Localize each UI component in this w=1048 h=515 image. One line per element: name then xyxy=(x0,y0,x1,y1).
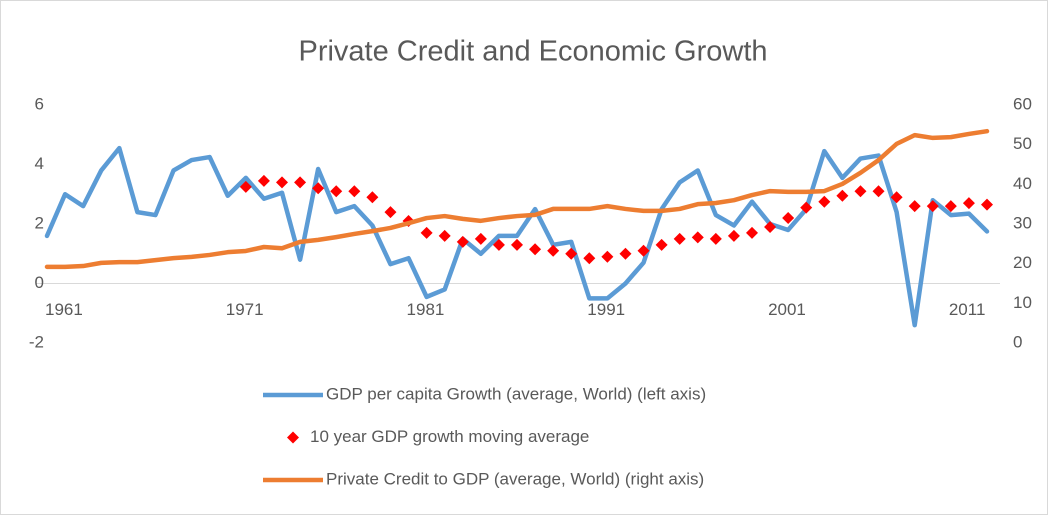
y2-tick-label: 30 xyxy=(1013,213,1032,232)
y2-tick-label: 10 xyxy=(1013,293,1032,312)
y2-tick-label: 50 xyxy=(1013,134,1032,153)
y2-tick-label: 20 xyxy=(1013,253,1032,272)
marker xyxy=(800,201,813,214)
marker xyxy=(565,247,578,260)
marker xyxy=(727,229,740,242)
marker xyxy=(619,247,632,260)
series-line xyxy=(44,128,990,270)
legend-label: Private Credit to GDP (average, World) (… xyxy=(326,469,704,488)
marker xyxy=(492,238,505,251)
x-tick-label: 2001 xyxy=(768,300,806,319)
y-tick-label: 2 xyxy=(35,213,44,232)
marker xyxy=(764,220,777,233)
marker xyxy=(673,232,686,245)
y2-tick-label: 40 xyxy=(1013,174,1032,193)
marker xyxy=(836,189,849,202)
marker xyxy=(944,200,957,213)
marker xyxy=(312,182,325,195)
chart-title: Private Credit and Economic Growth xyxy=(298,36,767,68)
marker xyxy=(276,176,288,189)
y-tick-label: -2 xyxy=(29,332,44,351)
marker xyxy=(330,185,343,198)
y2-tick-label: 60 xyxy=(1013,94,1032,113)
x-tick-label: 1991 xyxy=(587,300,625,319)
legend-label: GDP per capita Growth (average, World) (… xyxy=(326,384,706,403)
marker xyxy=(474,232,487,245)
marker xyxy=(872,185,885,198)
marker xyxy=(529,243,542,256)
marker xyxy=(709,232,722,245)
legend-marker xyxy=(287,431,299,444)
marker xyxy=(637,244,650,257)
marker xyxy=(456,235,469,248)
legend-label: 10 year GDP growth moving average xyxy=(310,427,589,446)
marker xyxy=(547,244,560,257)
marker xyxy=(655,238,668,251)
marker xyxy=(926,200,939,213)
marker xyxy=(384,206,397,219)
marker xyxy=(294,176,307,189)
marker xyxy=(420,226,433,239)
marker xyxy=(511,238,523,251)
marker xyxy=(890,191,903,204)
marker xyxy=(818,195,831,208)
marker xyxy=(348,185,361,198)
marker xyxy=(239,180,252,193)
marker xyxy=(746,226,758,239)
marker xyxy=(908,200,921,213)
x-tick-label: 1961 xyxy=(45,300,83,319)
y2-tick-label: 0 xyxy=(1013,332,1022,351)
y-tick-label: 0 xyxy=(35,273,44,292)
x-tick-label: 1971 xyxy=(226,300,264,319)
marker xyxy=(366,191,379,204)
x-tick-label: 2011 xyxy=(949,300,986,319)
series-line xyxy=(44,145,990,328)
marker xyxy=(257,174,270,187)
marker xyxy=(854,185,867,198)
y-tick-label: 4 xyxy=(35,154,44,173)
marker xyxy=(782,212,795,225)
marker xyxy=(583,252,596,265)
marker xyxy=(981,198,993,211)
y-tick-label: 6 xyxy=(35,94,44,113)
marker xyxy=(962,197,975,210)
marker xyxy=(438,229,451,242)
marker xyxy=(601,250,614,263)
x-tick-label: 1981 xyxy=(407,300,445,319)
marker xyxy=(691,231,704,244)
